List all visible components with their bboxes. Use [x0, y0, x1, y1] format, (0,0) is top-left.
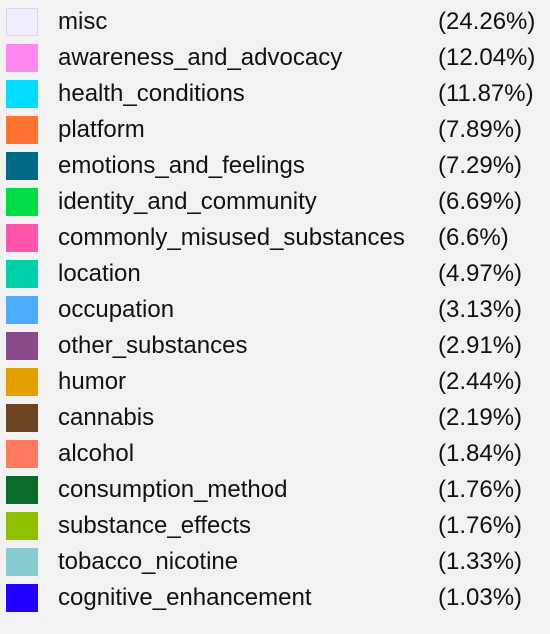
legend-value: (1.03%) [438, 584, 523, 611]
legend-row: identity_and_community (6.69%) [0, 186, 550, 222]
legend-row: location (4.97%) [0, 258, 550, 294]
legend-label: platform [58, 116, 145, 143]
legend-swatch [6, 188, 38, 216]
legend-swatch [6, 260, 38, 288]
legend-row: cognitive_enhancement (1.03%) [0, 582, 550, 618]
legend-value: (12.04%) [438, 44, 536, 71]
legend-swatch [6, 512, 38, 540]
legend-swatch [6, 296, 38, 324]
legend-row: consumption_method (1.76%) [0, 474, 550, 510]
legend-swatch [6, 476, 38, 504]
legend-label: commonly_misused_substances [58, 224, 405, 251]
legend-value: (11.87%) [438, 80, 534, 107]
legend-swatch [6, 224, 38, 252]
legend-value: (24.26%) [438, 8, 536, 35]
legend-label: alcohol [58, 440, 135, 467]
legend-row: tobacco_nicotine (1.33%) [0, 546, 550, 582]
legend-value: (3.13%) [438, 296, 523, 323]
legend-label: identity_and_community [58, 188, 317, 215]
legend-label: other_substances [58, 332, 248, 359]
legend-value: (2.44%) [438, 368, 523, 395]
legend-label: humor [58, 368, 127, 395]
legend-row: substance_effects (1.76%) [0, 510, 550, 546]
legend-label: substance_effects [58, 512, 252, 539]
legend-swatch [6, 440, 38, 468]
legend-row: emotions_and_feelings (7.29%) [0, 150, 550, 186]
legend-value: (2.91%) [438, 332, 523, 359]
legend-swatch [6, 80, 38, 108]
legend-value: (1.84%) [438, 440, 523, 467]
legend-swatch [6, 404, 38, 432]
legend-row: health_conditions (11.87%) [0, 78, 550, 114]
legend-label: health_conditions [58, 80, 245, 107]
legend-label: consumption_method [58, 476, 288, 503]
legend-swatch [6, 548, 38, 576]
legend-row: commonly_misused_substances (6.6%) [0, 222, 550, 258]
legend-label: misc [58, 8, 108, 35]
legend-label: emotions_and_feelings [58, 152, 305, 179]
legend-row: cannabis (2.19%) [0, 402, 550, 438]
legend-label: awareness_and_advocacy [58, 44, 343, 71]
legend-label: location [58, 260, 141, 287]
legend-swatch [6, 332, 38, 360]
legend-value: (1.76%) [438, 512, 523, 539]
legend-row: platform (7.89%) [0, 114, 550, 150]
legend-value: (6.69%) [438, 188, 523, 215]
legend-label: cognitive_enhancement [58, 584, 312, 611]
legend-swatch [6, 152, 38, 180]
legend-row: humor (2.44%) [0, 366, 550, 402]
legend-swatch [6, 44, 38, 72]
legend-label: occupation [58, 296, 175, 323]
legend-swatch [6, 368, 38, 396]
legend-row: other_substances (2.91%) [0, 330, 550, 366]
legend-value: (1.76%) [438, 476, 523, 503]
legend-row: misc (24.26%) [0, 6, 550, 42]
legend-value: (7.89%) [438, 116, 523, 143]
legend-value: (6.6%) [438, 224, 509, 251]
legend-row: awareness_and_advocacy (12.04%) [0, 42, 550, 78]
legend-value: (4.97%) [438, 260, 523, 287]
legend-label: tobacco_nicotine [58, 548, 239, 575]
legend-value: (1.33%) [438, 548, 523, 575]
legend-swatch [6, 116, 38, 144]
legend-label: cannabis [58, 404, 155, 431]
legend-swatch [6, 584, 38, 612]
legend-value: (2.19%) [438, 404, 523, 431]
legend-swatch [6, 8, 38, 36]
legend-row: occupation (3.13%) [0, 294, 550, 330]
legend-row: alcohol (1.84%) [0, 438, 550, 474]
legend-value: (7.29%) [438, 152, 523, 179]
